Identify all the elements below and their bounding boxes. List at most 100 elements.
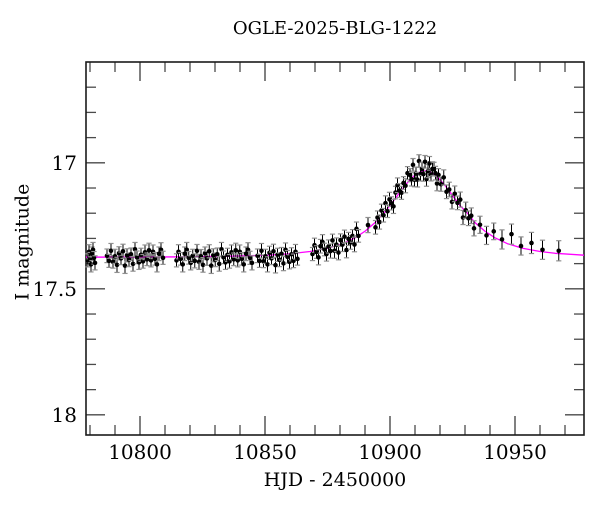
data-point <box>330 238 335 243</box>
data-point <box>182 251 188 257</box>
data-point <box>463 207 469 213</box>
data-point <box>128 251 134 257</box>
data-point <box>206 248 212 254</box>
data-point <box>178 256 183 262</box>
data-point <box>344 247 349 253</box>
data-point <box>202 250 208 256</box>
data-point <box>190 253 196 259</box>
data-point <box>271 248 276 254</box>
data-point <box>381 212 386 218</box>
data-point <box>114 262 120 268</box>
data-point <box>227 259 232 264</box>
data-point <box>556 248 562 254</box>
data-point <box>184 247 190 253</box>
data-point <box>144 257 150 262</box>
data-point <box>441 175 447 180</box>
data-point <box>180 262 186 267</box>
data-point <box>216 261 222 267</box>
data-point <box>365 222 371 228</box>
data-point <box>90 247 96 253</box>
data-point <box>241 262 247 267</box>
data-point <box>156 251 162 257</box>
data-point <box>322 247 327 252</box>
data-point <box>279 251 284 257</box>
data-point <box>387 197 392 202</box>
data-point <box>491 229 497 234</box>
data-point <box>214 251 220 257</box>
data-point <box>477 222 483 228</box>
data-point <box>210 253 216 258</box>
data-point <box>499 237 505 242</box>
data-point <box>231 257 237 262</box>
data-point <box>130 261 136 267</box>
data-point <box>273 262 278 268</box>
data-point <box>132 246 138 252</box>
data-point <box>192 258 198 264</box>
data-point <box>421 171 426 177</box>
data-point <box>383 200 388 206</box>
data-point <box>200 262 206 268</box>
data-point <box>140 259 146 264</box>
data-point <box>108 248 114 254</box>
data-point <box>436 172 441 178</box>
data-point <box>346 236 351 242</box>
data-point <box>291 258 296 264</box>
data-point <box>338 237 343 243</box>
data-point <box>152 256 158 262</box>
data-point <box>336 250 341 255</box>
data-point <box>235 258 241 263</box>
data-point <box>259 248 264 254</box>
data-point <box>375 215 380 220</box>
data-point <box>455 200 460 206</box>
data-point <box>373 225 378 230</box>
data-point <box>285 254 290 260</box>
x-tick-label: 10950 <box>483 440 547 464</box>
data-point <box>148 258 154 263</box>
plot-title: OGLE-2025-BLG-1222 <box>232 18 438 39</box>
data-point <box>106 258 112 264</box>
data-point <box>261 259 266 264</box>
data-point <box>243 251 249 257</box>
y-tick-label: 17 <box>52 151 77 175</box>
data-point <box>326 244 331 249</box>
y-tick-label: 18 <box>52 403 77 427</box>
data-point <box>468 213 474 219</box>
data-point <box>146 247 152 253</box>
data-point <box>452 191 458 197</box>
data-point <box>438 181 444 187</box>
data-point <box>257 258 262 264</box>
data-point <box>446 187 452 192</box>
data-point <box>457 197 463 202</box>
data-point <box>160 255 166 261</box>
data-point <box>275 252 280 258</box>
data-point <box>403 183 408 189</box>
data-point <box>509 231 514 237</box>
data-point <box>265 262 270 267</box>
data-point <box>229 249 234 255</box>
data-point <box>233 247 239 253</box>
data-point <box>377 219 382 225</box>
x-axis-label: HJD - 2450000 <box>263 469 407 491</box>
data-point <box>352 242 357 247</box>
plot-frame <box>85 61 585 436</box>
data-point <box>318 243 323 249</box>
data-point <box>314 249 319 255</box>
x-tick-label: 10800 <box>108 440 172 464</box>
data-point <box>134 255 140 260</box>
data-point <box>219 246 224 252</box>
data-point <box>328 248 333 254</box>
data-point <box>471 226 477 231</box>
data-point <box>194 248 200 254</box>
data-point <box>122 263 128 268</box>
data-point <box>518 243 524 249</box>
data-point <box>249 260 255 266</box>
data-point <box>422 159 428 165</box>
data-point <box>92 260 98 266</box>
data-point <box>410 162 416 168</box>
data-point <box>529 240 534 246</box>
data-point <box>310 251 315 257</box>
data-point <box>540 247 545 253</box>
x-tick-label: 10850 <box>233 440 297 464</box>
data-point <box>385 208 390 214</box>
data-point <box>124 253 130 258</box>
